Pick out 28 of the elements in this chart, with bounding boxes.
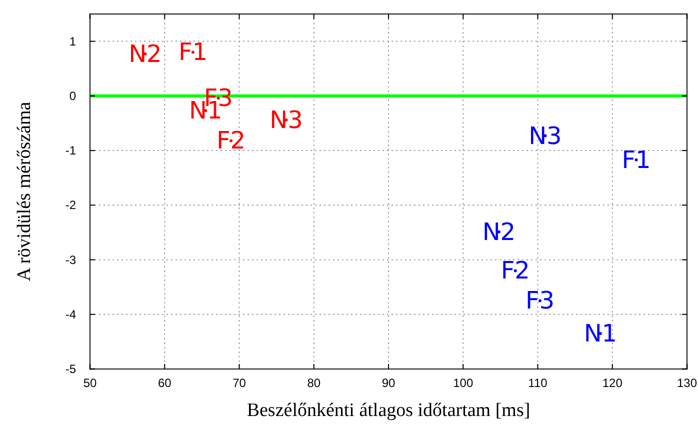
- y-tick-label: -4: [65, 307, 76, 322]
- y-tick-label: -5: [65, 362, 76, 376]
- y-tick-label: -3: [65, 252, 76, 267]
- x-tick-label: 100: [453, 376, 474, 390]
- y-tick-label: -2: [65, 198, 76, 212]
- data-label: N2: [482, 218, 516, 246]
- data-label: N1: [584, 320, 618, 348]
- x-tick-label: 120: [602, 376, 623, 390]
- y-tick-label: 0: [69, 88, 76, 103]
- x-tick-label: 50: [83, 376, 97, 390]
- data-label: F3: [525, 286, 555, 315]
- x-tick-label: 130: [676, 376, 698, 390]
- data-label: N3: [528, 122, 562, 150]
- x-tick-label: 110: [528, 376, 548, 390]
- y-axis-title: A rövidülés mérőszáma: [14, 101, 35, 282]
- data-label: F1: [178, 38, 208, 66]
- data-label: F1: [622, 146, 651, 174]
- x-tick-label: 60: [158, 376, 172, 390]
- data-label: F2: [216, 126, 246, 155]
- data-label: N2: [128, 40, 162, 68]
- x-tick-label: 90: [382, 376, 396, 390]
- data-label: F2: [500, 256, 530, 285]
- x-axis-title: Beszélőnkénti átlagos időtartam [ms]: [246, 400, 530, 421]
- y-tick-label: -1: [65, 144, 76, 158]
- x-tick-label: 80: [307, 376, 321, 390]
- x-tick-label: 70: [232, 376, 246, 390]
- y-tick-label: 1: [69, 34, 76, 48]
- data-label: N3: [270, 106, 303, 134]
